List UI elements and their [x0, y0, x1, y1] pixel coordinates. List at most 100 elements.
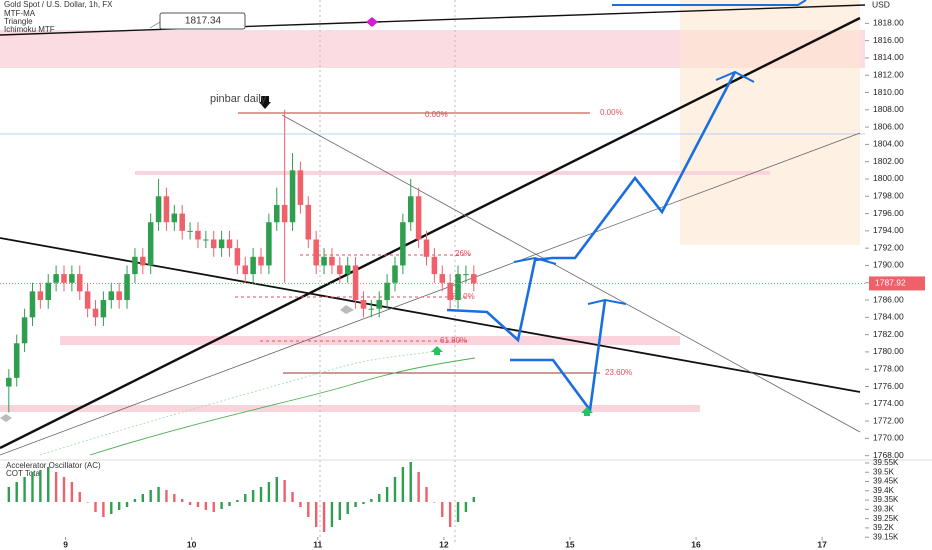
histogram-bar: [149, 490, 152, 502]
histogram-bar: [204, 502, 208, 510]
x-tick-label: 15: [565, 539, 575, 549]
y2-tick-label: 39.15K: [873, 532, 899, 541]
histogram-bar: [307, 502, 310, 517]
y-tick-label: 1804.00: [873, 139, 904, 149]
y2-tick-label: 39.35K: [873, 495, 899, 504]
y-tick-label: 1774.00: [873, 398, 904, 408]
y-tick-label: 1808.00: [873, 104, 904, 114]
candle-body: [297, 170, 304, 205]
candle-body: [21, 317, 28, 344]
y-tick-label: 1812.00: [873, 69, 904, 79]
price-tag: 1817.34: [185, 16, 222, 27]
histogram-bar: [472, 497, 475, 502]
histogram-bar: [275, 477, 278, 502]
candle-body: [116, 291, 122, 301]
candle-body: [321, 256, 327, 266]
zone: [135, 171, 770, 175]
candle-body: [337, 265, 343, 275]
moving-average: [89, 357, 476, 456]
histogram-bar: [409, 462, 412, 502]
histogram-bar: [291, 492, 294, 502]
histogram-bar: [370, 499, 373, 502]
marker: [340, 305, 354, 314]
ichimoku-cloud: [680, 0, 860, 245]
signal-arrow: [581, 407, 593, 416]
candle-body: [218, 239, 225, 249]
candle-body: [171, 213, 178, 223]
projection-path: [612, 0, 807, 6]
arrow-head: [587, 298, 627, 305]
y-tick-label: 1806.00: [873, 121, 904, 131]
candle-body: [195, 230, 201, 240]
histogram-bar: [47, 467, 50, 502]
y-tick-label: 1786.00: [873, 294, 904, 304]
histogram-bar: [338, 502, 342, 520]
candle-body: [313, 239, 319, 266]
candle-body: [352, 265, 359, 301]
y2-tick-label: 39.25K: [873, 514, 899, 523]
histogram-bar: [39, 470, 42, 502]
chart-title: Gold Spot / U.S. Dollar, 1h, FX: [4, 0, 113, 9]
candle-body: [132, 256, 138, 275]
candle-body: [471, 274, 477, 284]
y-tick-label: 1796.00: [873, 208, 904, 218]
histogram-bar: [464, 502, 468, 512]
x-tick-label: 10: [187, 539, 197, 549]
y2-tick-label: 39.2K: [873, 523, 895, 532]
x-tick-label: 16: [691, 539, 701, 549]
price-tag-box: [159, 12, 246, 30]
panel-title: Accelerator Oscillator (AC): [6, 461, 101, 470]
candle-body: [455, 274, 461, 301]
histogram-bar: [314, 502, 318, 527]
candle-body: [344, 265, 351, 275]
candle-body: [108, 291, 115, 301]
histogram-bar: [362, 502, 365, 504]
y-tick-label: 1790.00: [873, 260, 904, 270]
indicator-label: MTF-MA: [4, 9, 36, 18]
candle-body: [226, 239, 233, 249]
histogram-bar: [433, 502, 436, 503]
histogram-bar: [322, 502, 326, 532]
candle-body: [431, 256, 438, 275]
histogram-bar: [330, 502, 334, 527]
candle-body: [439, 274, 446, 283]
candle-body: [163, 196, 170, 223]
histogram-bar: [456, 502, 460, 522]
signal-arrow: [259, 102, 271, 109]
candle-body: [242, 265, 249, 275]
fib-label: 26%: [455, 249, 471, 258]
y2-tick-label: 39.45K: [873, 477, 899, 486]
histogram-bar: [133, 499, 137, 502]
projection-path: [510, 299, 607, 414]
histogram-bar: [236, 500, 239, 502]
y-tick-label: 1794.00: [873, 225, 904, 235]
candle-body: [376, 300, 382, 309]
candle-body: [45, 282, 51, 301]
histogram-bar: [378, 494, 381, 502]
y2-tick-label: 39.4K: [873, 486, 895, 495]
candle-body: [100, 300, 107, 318]
candle-body: [92, 308, 99, 318]
x-tick-label: 17: [817, 539, 827, 549]
y-tick-label: 1816.00: [873, 35, 904, 45]
last-price-box: [869, 276, 925, 291]
candle-body: [360, 300, 367, 309]
histogram-bar: [299, 502, 302, 507]
histogram-bar: [425, 487, 428, 502]
histogram-bar: [441, 502, 444, 517]
legend: Gold Spot / U.S. Dollar, 1h, FX MTF-MA T…: [4, 0, 113, 478]
histogram-bar: [401, 467, 405, 502]
histogram-bar: [125, 502, 129, 507]
y-tick-label: 1772.00: [873, 415, 904, 425]
histogram-bar: [181, 499, 184, 502]
histogram-bar: [283, 480, 286, 502]
histogram-bar: [188, 502, 192, 505]
candle-body: [76, 274, 83, 292]
histogram-bar: [385, 487, 389, 502]
fib-label: 0.00%: [425, 110, 448, 119]
marker: [0, 414, 12, 422]
y2-tick-label: 39.5K: [873, 467, 895, 476]
last-price-label: 1787.92: [875, 278, 906, 288]
candle-body: [415, 196, 422, 240]
y-tick-label: 1768.00: [873, 450, 904, 460]
